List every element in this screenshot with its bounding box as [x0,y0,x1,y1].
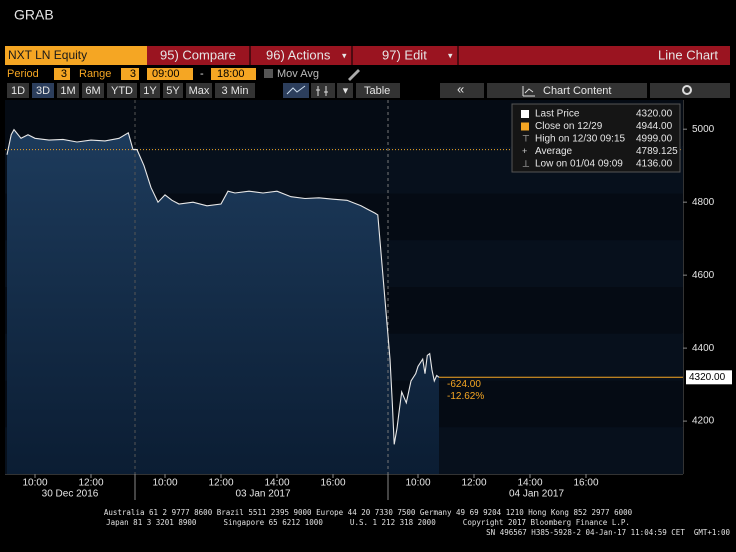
dropdown[interactable] [337,83,353,98]
menu-edit[interactable]: 97) Edit [382,47,427,62]
end: 18:00 [217,68,245,80]
range: 3 [130,68,136,80]
menu-bar [147,46,730,65]
legend-icon: ⊥ [522,158,530,168]
legend-icon: + [522,146,527,156]
chart-content-button[interactable] [487,83,647,98]
range-label: YTD [111,85,133,97]
range-button[interactable] [7,83,29,98]
dropdown-arrow: ▾ [342,50,347,60]
legend-value: 4999.00 [636,134,673,145]
window-title: GRAB [14,7,54,23]
legend-value: 4944.00 [636,121,673,132]
legend-swatch [521,122,529,131]
footer-line: Australia 61 2 9777 8600 Brazil 5511 239… [104,508,633,517]
range-button[interactable] [107,83,137,98]
y-tick-label: 4400 [692,343,715,354]
legend-swatch [521,110,529,118]
range-label: 3 Min [222,85,249,97]
line-icon [286,85,306,95]
chart-content: Chart Content [543,85,611,97]
mov-avg: Mov Avg [277,68,319,80]
footer-line: SN 496567 H385-5928-2 04-Jan-17 11:04:59… [486,528,730,537]
date-label: 04 Jan 2017 [509,489,564,500]
range-button[interactable] [186,83,212,98]
legend-label: Average [535,146,573,157]
date-label: 30 Dec 2016 [42,489,99,500]
change-annotation: -624.00 [447,379,481,390]
bar-icon-button[interactable] [311,83,335,98]
table-label: Table [364,85,390,97]
range-button[interactable] [32,83,54,98]
range-button[interactable] [82,83,104,98]
legend-label: High on 12/30 09:15 [535,134,626,145]
range-box[interactable] [121,68,139,80]
gear-icon [682,85,692,95]
dropdown-arrow: ▼ [341,85,350,95]
x-tick-label: 12:00 [208,478,233,489]
pencil-icon[interactable] [348,69,360,81]
y-tick-label: 4800 [692,197,715,208]
x-tick-label: 10:00 [405,478,430,489]
x-tick-label: 16:00 [320,478,345,489]
chart-content-icon [522,86,535,97]
range-label: 5Y [166,85,180,97]
collapse-icon: « [457,81,464,96]
last-price-tag [686,370,732,385]
y-tick-label: 4200 [692,416,715,427]
legend-value: 4789.125 [636,146,678,157]
legend-label: Last Price [535,109,580,120]
range-label: 1M [60,85,75,97]
security-box[interactable] [5,46,147,65]
footer-line: Japan 81 3 3201 8900 Singapore 65 6212 1… [106,518,630,527]
period-label: Period [7,68,39,80]
table-button[interactable] [356,83,400,98]
security: NXT LN Equity [8,48,87,62]
period-box[interactable] [54,68,70,80]
range-label: 1D [11,85,25,97]
range-button[interactable] [57,83,79,98]
legend-icon: ⊤ [522,133,530,143]
x-tick-label: 14:00 [517,478,542,489]
x-tick-label: 14:00 [264,478,289,489]
range-button[interactable] [215,83,255,98]
range-button[interactable] [140,83,160,98]
end-box[interactable] [211,68,256,80]
legend-value: 4136.00 [636,159,673,170]
range-label: Range [79,68,111,80]
dropdown-arrow: ▾ [448,50,453,60]
price-area [7,129,439,474]
change-annotation: -12.62% [447,391,484,402]
period: 3 [61,68,67,80]
collapse-button[interactable] [440,83,484,98]
y-tick-label: 4600 [692,270,715,281]
legend-label: Low on 01/04 09:09 [535,159,623,170]
range-label: 6M [85,85,100,97]
last-price-tag-label: 4320.00 [689,372,726,383]
x-tick-label: 10:00 [22,478,47,489]
bar-icon [316,86,328,96]
chart-type[interactable]: Line Chart [658,47,718,62]
legend-label: Close on 12/29 [535,121,603,132]
x-tick-label: 16:00 [573,478,598,489]
range-label: 1Y [143,85,157,97]
legend-box [511,103,681,173]
dash: - [200,68,204,80]
x-tick-label: 12:00 [78,478,103,489]
range-button[interactable] [163,83,183,98]
price-line [6,128,440,445]
range-label: Max [189,85,210,97]
legend-value: 4320.00 [636,109,673,120]
checkbox[interactable] [264,69,273,78]
date-label: 03 Jan 2017 [235,489,290,500]
start: 09:00 [152,68,180,80]
x-tick-label: 10:00 [152,478,177,489]
menu-actions[interactable]: 96) Actions [266,47,331,62]
start-box[interactable] [147,68,193,80]
x-tick-label: 12:00 [461,478,486,489]
range-label: 3D [36,85,50,97]
y-tick-label: 5000 [692,124,715,135]
menu-compare[interactable]: 95) Compare [160,47,236,62]
